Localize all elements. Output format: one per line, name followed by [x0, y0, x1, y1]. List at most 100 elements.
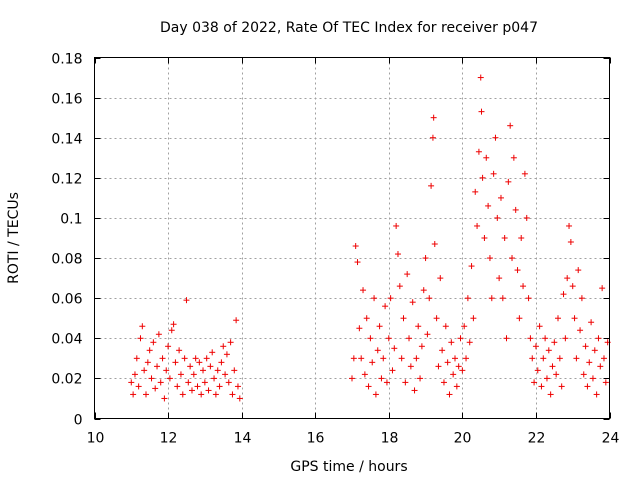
- data-point-marker: [422, 255, 429, 262]
- data-point-marker: [216, 383, 223, 390]
- data-point-marker: [540, 355, 547, 362]
- x-tick-label: 16: [307, 431, 325, 447]
- data-point-marker: [475, 148, 482, 155]
- data-point-marker: [137, 335, 144, 342]
- data-point-marker: [159, 355, 166, 362]
- data-point-marker: [402, 379, 409, 386]
- data-point-marker: [529, 355, 536, 362]
- data-point-marker: [481, 235, 488, 241]
- data-point-marker: [492, 134, 499, 141]
- data-point-marker: [553, 371, 560, 378]
- data-point-marker: [483, 154, 490, 161]
- data-point-marker: [398, 355, 405, 362]
- data-point-marker: [452, 355, 458, 362]
- data-point-marker: [455, 363, 462, 370]
- data-point-marker: [560, 291, 567, 298]
- data-point-marker: [192, 355, 199, 362]
- data-point-marker: [532, 343, 539, 350]
- data-point-marker: [380, 355, 387, 362]
- data-point-marker: [190, 371, 197, 378]
- data-point-marker: [564, 275, 571, 282]
- data-point-marker: [404, 271, 411, 278]
- data-point-marker: [474, 222, 481, 229]
- data-point-marker: [496, 275, 503, 282]
- data-point-marker: [488, 295, 495, 302]
- x-tick-label: 18: [381, 431, 399, 447]
- data-point-marker: [573, 355, 580, 362]
- data-point-marker: [566, 222, 573, 229]
- data-point-marker: [588, 319, 595, 326]
- data-point-marker: [459, 367, 466, 374]
- data-point-marker: [464, 295, 471, 302]
- data-point-marker: [549, 363, 556, 370]
- data-point-marker: [394, 251, 401, 258]
- data-point-marker: [478, 108, 485, 115]
- data-point-marker: [428, 182, 435, 189]
- data-point-marker: [139, 323, 146, 330]
- data-point-marker: [218, 359, 225, 366]
- data-point-marker: [600, 355, 607, 362]
- data-point-marker: [229, 391, 236, 398]
- data-point-marker: [155, 331, 162, 338]
- data-point-marker: [150, 339, 157, 346]
- data-point-marker: [133, 355, 140, 362]
- data-point-marker: [352, 243, 359, 250]
- data-point-marker: [406, 335, 413, 342]
- data-point-marker: [547, 391, 554, 398]
- data-point-marker: [501, 235, 508, 241]
- data-point-marker: [505, 178, 512, 185]
- data-point-marker: [584, 383, 591, 390]
- data-point-marker: [128, 379, 135, 386]
- data-point-marker: [234, 383, 241, 390]
- data-point-marker: [227, 339, 234, 346]
- data-point-marker: [387, 295, 394, 302]
- x-tick-label: 10: [87, 431, 105, 447]
- x-tick-label: 14: [234, 431, 252, 447]
- data-point-marker: [393, 222, 400, 229]
- data-point-marker: [144, 359, 151, 366]
- data-point-marker: [446, 391, 453, 398]
- data-point-marker: [354, 259, 361, 266]
- data-point-marker: [376, 323, 383, 330]
- chart-title: Day 038 of 2022, Rate Of TEC Index for r…: [160, 20, 538, 36]
- data-point-marker: [591, 347, 598, 354]
- data-point-marker: [231, 367, 238, 374]
- data-point-marker: [143, 391, 149, 398]
- data-point-marker: [177, 371, 184, 378]
- data-point-marker: [400, 315, 407, 322]
- data-point-marker: [420, 287, 427, 294]
- data-point-marker: [442, 323, 449, 330]
- data-point-marker: [531, 379, 538, 386]
- data-point-marker: [211, 375, 218, 382]
- data-point-marker: [367, 335, 374, 342]
- data-point-marker: [490, 170, 497, 177]
- data-point-marker: [494, 214, 501, 221]
- data-point-marker: [225, 379, 232, 386]
- data-point-marker: [415, 323, 422, 330]
- data-point-marker: [413, 355, 420, 362]
- data-point-marker: [374, 347, 381, 354]
- data-point-marker: [358, 355, 365, 362]
- data-point-marker: [437, 275, 444, 282]
- data-point-marker: [166, 375, 173, 382]
- data-point-marker: [448, 339, 455, 346]
- data-point-marker: [429, 134, 436, 141]
- y-tick-label: 0.16: [51, 92, 82, 108]
- data-point-marker: [363, 315, 370, 322]
- data-point-marker: [602, 379, 609, 386]
- data-point-marker: [444, 359, 451, 366]
- data-point-marker: [577, 327, 584, 334]
- data-point-marker: [148, 375, 155, 382]
- data-point-marker: [356, 325, 363, 332]
- data-point-marker: [497, 194, 504, 201]
- grid-lines: [94, 57, 610, 419]
- data-point-marker: [183, 297, 190, 304]
- data-point-marker: [457, 335, 464, 342]
- x-tick-label: 22: [528, 431, 546, 447]
- data-point-marker: [385, 335, 392, 342]
- data-point-marker: [556, 355, 563, 362]
- data-point-marker: [430, 114, 437, 121]
- data-point-marker: [510, 154, 517, 161]
- data-point-marker: [440, 379, 447, 386]
